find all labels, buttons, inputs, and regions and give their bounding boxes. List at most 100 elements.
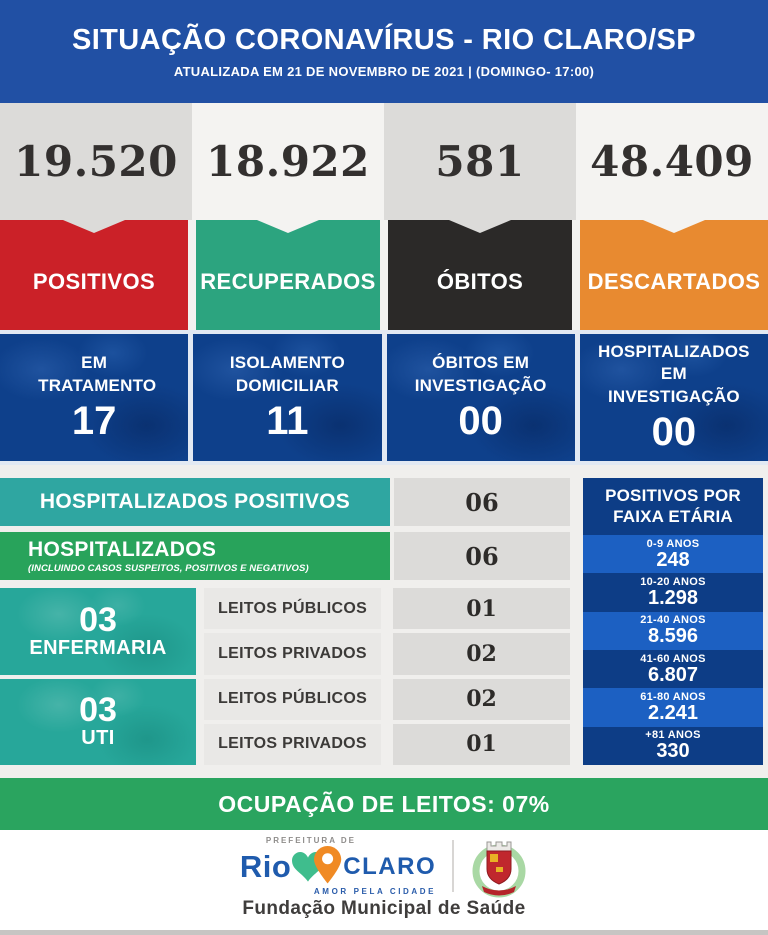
bed-value-cell: 01 — [393, 723, 570, 765]
age-panel: POSITIVOS POR FAIXA ETÁRIA 0-9 ANOS 248 … — [583, 478, 763, 765]
heart-pin-icon — [292, 846, 342, 884]
info-box-label: HOSPITALIZADOS EM INVESTIGAÇÃO — [598, 342, 750, 406]
info-box-label: ÓBITOS EM INVESTIGAÇÃO — [414, 353, 547, 395]
age-row-61-80: 61-80 ANOS 2.241 — [583, 688, 763, 727]
info-box-em-tratamento: EM TRATAMENTO 17 — [0, 334, 189, 461]
spacer — [0, 465, 768, 478]
stat-label: DESCARTADOS — [587, 269, 761, 294]
occupancy-bar: OCUPAÇÃO DE LEITOS: 07% — [0, 778, 768, 830]
ward-name: ENFERMARIA — [29, 636, 167, 659]
age-row-label: 21-40 ANOS — [640, 614, 706, 627]
info-box-value: 00 — [458, 398, 503, 443]
bed-value-cell: 02 — [393, 678, 570, 720]
age-row-21-40: 21-40 ANOS 8.596 — [583, 611, 763, 650]
age-row-value: 2.241 — [647, 701, 699, 724]
logo-tagline: AMOR PELA CIDADE — [313, 887, 437, 896]
info-box-value: 11 — [266, 398, 309, 443]
info-box-label: ISOLAMENTO DOMICILIAR — [229, 353, 345, 395]
bottom-strip — [0, 930, 768, 935]
info-box-obitos-investigacao: ÓBITOS EM INVESTIGAÇÃO 00 — [386, 334, 575, 461]
age-panel-title: POSITIVOS POR FAIXA ETÁRIA — [583, 478, 763, 535]
stat-value: 18.922 — [192, 103, 384, 220]
ward-uti: 03 UTI — [0, 678, 196, 765]
age-row-label: 61-80 ANOS — [640, 690, 706, 703]
hospitalizados-positivos-row: HOSPITALIZADOS POSITIVOS 06 — [0, 478, 570, 526]
ward-count: 03 — [79, 691, 117, 730]
stat-value: 48.409 — [576, 103, 768, 220]
header: SITUAÇÃO CORONAVÍRUS - RIO CLARO/SP ATUA… — [0, 0, 768, 103]
occupancy-text: OCUPAÇÃO DE LEITOS: 07% — [218, 790, 550, 817]
beds-grid: 03 ENFERMARIA 03 UTI LEITOS PÚBLICOS 01 … — [0, 588, 570, 765]
stat-label-block: DESCARTADOS — [580, 220, 768, 330]
stat-card-recuperados: 18.922 RECUPERADOS — [192, 103, 384, 330]
stat-card-obitos: 581 ÓBITOS — [384, 103, 576, 330]
age-row-81-plus: +81 ANOS 330 — [583, 726, 763, 765]
hospitalization-left: HOSPITALIZADOS POSITIVOS 06 HOSPITALIZAD… — [0, 478, 570, 765]
stat-label: RECUPERADOS — [200, 269, 376, 294]
page-title: SITUAÇÃO CORONAVÍRUS - RIO CLARO/SP — [71, 24, 697, 56]
row-value: 06 — [394, 478, 570, 526]
notch-triangle — [63, 220, 125, 233]
bed-label-cell: LEITOS PRIVADOS — [204, 723, 381, 765]
row-sublabel: (INCLUINDO CASOS SUSPEITOS, POSITIVOS E … — [28, 563, 309, 574]
notch-triangle — [449, 220, 511, 233]
bed-label-cell: LEITOS PRIVADOS — [204, 633, 381, 675]
stat-label-block: RECUPERADOS — [196, 220, 380, 330]
stat-value: 581 — [384, 103, 576, 220]
spacer — [0, 580, 570, 588]
stat-label: POSITIVOS — [32, 269, 156, 294]
age-row-value: 1.298 — [647, 586, 699, 609]
rio-claro-logo: PREFEITURA DE Rio Claro AMOR PELA C — [240, 836, 436, 896]
logo-rio-text: Rio — [239, 849, 292, 884]
age-row-label: +81 ANOS — [645, 729, 701, 742]
stat-label: ÓBITOS — [436, 269, 524, 294]
footer: PREFEITURA DE Rio Claro AMOR PELA C — [0, 830, 768, 930]
stat-value: 19.520 — [0, 103, 192, 220]
info-box-hospitalizados-investigacao: HOSPITALIZADOS EM INVESTIGAÇÃO 00 — [579, 334, 768, 461]
ward-enfermaria: 03 ENFERMARIA — [0, 588, 196, 675]
age-row-value: 248 — [656, 548, 690, 571]
age-row-41-60: 41-60 ANOS 6.807 — [583, 649, 763, 689]
row-label: HOSPITALIZADOS POSITIVOS — [39, 490, 351, 513]
age-row-label: 10-20 ANOS — [640, 575, 706, 588]
age-row-0-9: 0-9 ANOS 248 — [583, 535, 763, 574]
stat-card-descartados: 48.409 DESCARTADOS — [576, 103, 768, 330]
investigation-row: EM TRATAMENTO 17 ISOLAMENTO DOMICILIAR 1… — [0, 330, 768, 465]
logo-main: Rio Claro — [240, 845, 436, 889]
info-box-label: EM TRATAMENTO — [38, 353, 157, 395]
logo-claro-text: Claro — [343, 853, 437, 880]
org-name: Fundação Municipal de Saúde — [242, 898, 526, 919]
stat-label-block: ÓBITOS — [388, 220, 572, 330]
age-row-value: 330 — [656, 740, 690, 763]
age-row-label: 41-60 ANOS — [640, 652, 706, 665]
stat-label-block: POSITIVOS — [0, 220, 188, 330]
info-box-value: 00 — [651, 409, 697, 454]
row-label-bar: HOSPITALIZADOS (INCLUINDO CASOS SUSPEITO… — [0, 532, 390, 580]
age-row-value: 8.596 — [647, 625, 699, 648]
age-row-10-20: 10-20 ANOS 1.298 — [583, 573, 763, 612]
info-box-isolamento: ISOLAMENTO DOMICILIAR 11 — [193, 334, 382, 461]
row-label: HOSPITALIZADOS — [28, 538, 217, 561]
info-box-value: 17 — [71, 398, 117, 443]
hospitalization-section: HOSPITALIZADOS POSITIVOS 06 HOSPITALIZAD… — [0, 478, 768, 765]
bed-label-cell: LEITOS PÚBLICOS — [204, 678, 381, 720]
spacer — [570, 478, 583, 765]
age-row-label: 0-9 ANOS — [646, 537, 700, 550]
ward-count: 03 — [79, 600, 117, 639]
logo-row: PREFEITURA DE Rio Claro AMOR PELA C — [240, 830, 528, 898]
logo-divider — [452, 840, 455, 892]
bed-value-cell: 02 — [393, 633, 570, 675]
ward-name: UTI — [81, 727, 115, 750]
bed-label-cell: LEITOS PÚBLICOS — [204, 588, 381, 630]
stat-card-positivos: 19.520 POSITIVOS — [0, 103, 192, 330]
notch-triangle — [257, 220, 319, 233]
row-label-bar: HOSPITALIZADOS POSITIVOS — [0, 478, 390, 526]
age-row-value: 6.807 — [647, 663, 699, 686]
bed-value-cell: 01 — [393, 588, 570, 630]
notch-triangle — [643, 220, 705, 233]
row-value: 06 — [394, 532, 570, 580]
summary-stats: 19.520 POSITIVOS 18.922 RECUPERADOS 581 … — [0, 103, 768, 330]
hospitalizados-total-row: HOSPITALIZADOS (INCLUINDO CASOS SUSPEITO… — [0, 532, 570, 580]
city-crest-icon — [472, 841, 526, 898]
